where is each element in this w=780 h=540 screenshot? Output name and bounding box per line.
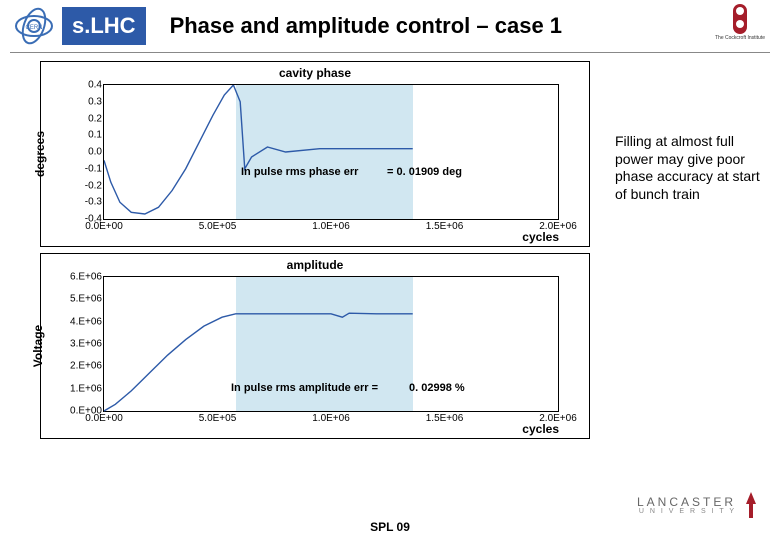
slide-header: CERN s.LHC Phase and amplitude control –…: [0, 0, 780, 52]
lancaster-subtext: U N I V E R S I T Y: [637, 508, 736, 515]
lancaster-logo: LANCASTER U N I V E R S I T Y: [637, 490, 760, 520]
xtick: 2.0E+06: [539, 411, 577, 424]
lancaster-text: LANCASTER: [637, 496, 736, 508]
slhc-badge: s.LHC: [62, 7, 146, 45]
chart2-xlabel: cycles: [522, 422, 559, 436]
xtick: 1.5E+06: [426, 411, 464, 424]
xtick: 2.0E+06: [539, 219, 577, 232]
ytick: 0.3: [88, 96, 104, 107]
chart1-annotation-label: In pulse rms phase err: [241, 166, 358, 178]
ytick: 1.E+06: [70, 383, 104, 394]
lancaster-icon: [742, 490, 760, 520]
xtick: 0.0E+00: [85, 411, 123, 424]
ytick: 2.E+06: [70, 361, 104, 372]
xtick: 1.5E+06: [426, 219, 464, 232]
cern-logo: CERN: [10, 4, 58, 48]
ytick: 4.E+06: [70, 316, 104, 327]
xtick: 1.0E+06: [312, 219, 350, 232]
ytick: 0.2: [88, 113, 104, 124]
amplitude-chart: amplitude Voltage cycles In pulse rms am…: [40, 253, 590, 439]
chart2-annotation-value: 0. 02998 %: [409, 382, 465, 394]
ytick: -0.1: [85, 163, 104, 174]
chart2-annotation-label: In pulse rms amplitude err =: [231, 382, 378, 394]
chart1-title: cavity phase: [41, 66, 589, 80]
ytick: 6.E+06: [70, 272, 104, 283]
ytick: 0.1: [88, 130, 104, 141]
content-area: cavity phase degrees cycles In pulse rms…: [0, 53, 780, 439]
ytick: 5.E+06: [70, 294, 104, 305]
ytick: 0.0: [88, 147, 104, 158]
ytick: -0.2: [85, 180, 104, 191]
xtick: 5.0E+05: [199, 411, 237, 424]
ytick: -0.3: [85, 197, 104, 208]
chart1-ylabel: degrees: [33, 131, 47, 177]
slide-title: Phase and amplitude control – case 1: [170, 13, 562, 39]
chart1-annotation-value: = 0. 01909 deg: [387, 166, 462, 178]
cavity-phase-chart: cavity phase degrees cycles In pulse rms…: [40, 61, 590, 247]
ytick: 3.E+06: [70, 339, 104, 350]
chart2-title: amplitude: [41, 258, 589, 272]
cockcroft-logo-text: The Cockcroft Institute: [715, 36, 765, 41]
chart1-plot-area: [103, 84, 559, 220]
chart1-line: [104, 85, 560, 221]
cern-logo-text: CERN: [25, 25, 42, 31]
xtick: 1.0E+06: [312, 411, 350, 424]
chart2-ylabel: Voltage: [31, 325, 45, 367]
xtick: 0.0E+00: [85, 219, 123, 232]
chart1-xlabel: cycles: [522, 230, 559, 244]
side-note: Filling at almost full power may give po…: [615, 133, 770, 203]
xtick: 5.0E+05: [199, 219, 237, 232]
ytick: 0.4: [88, 80, 104, 91]
footer-label: SPL 09: [0, 520, 780, 534]
cockcroft-logo: The Cockcroft Institute: [710, 2, 770, 50]
